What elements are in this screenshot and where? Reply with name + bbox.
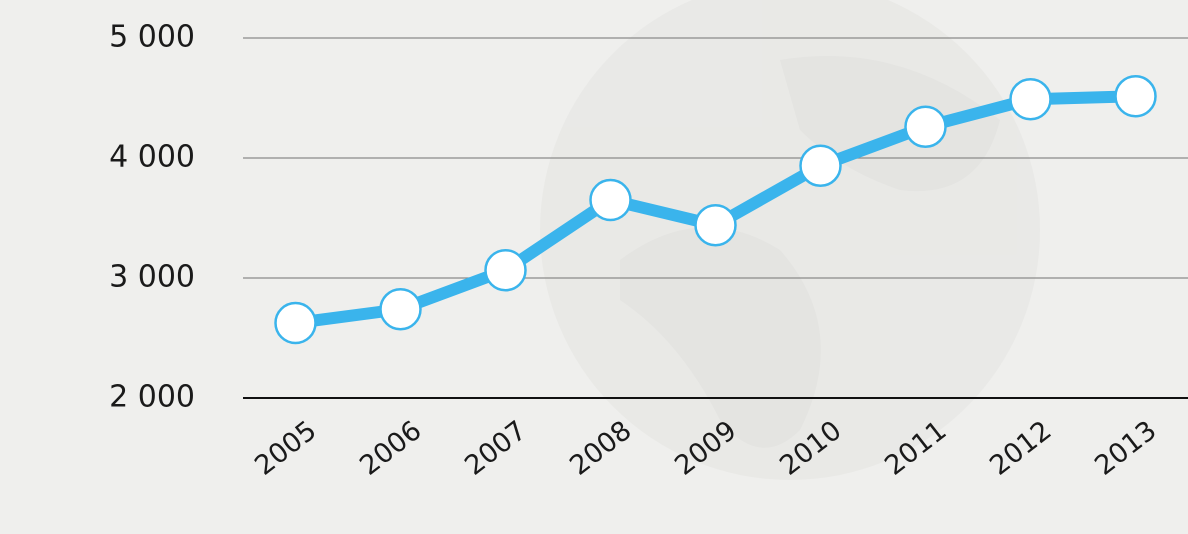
point — [379, 287, 422, 331]
point — [1114, 74, 1157, 118]
point — [799, 144, 842, 188]
point — [904, 105, 947, 149]
y-tick-label: 4 000 — [109, 140, 195, 175]
x-tick-label: 2005 — [249, 415, 322, 482]
continent — [620, 227, 821, 448]
point — [589, 178, 632, 222]
x-tick-label: 2012 — [984, 415, 1057, 482]
x-tick-label: 2006 — [354, 415, 427, 482]
y-tick-label: 5 000 — [109, 20, 195, 55]
y-tick-label: 2 000 — [109, 380, 195, 415]
x-tick-label: 2013 — [1089, 415, 1162, 482]
x-tick-label: 2008 — [564, 415, 637, 482]
y-tick-label: 3 000 — [109, 260, 195, 295]
background-globe — [540, 0, 1040, 480]
x-tick-label: 2007 — [459, 415, 532, 482]
point — [1009, 77, 1052, 121]
point — [694, 203, 737, 247]
point — [274, 301, 317, 345]
point — [484, 248, 527, 292]
